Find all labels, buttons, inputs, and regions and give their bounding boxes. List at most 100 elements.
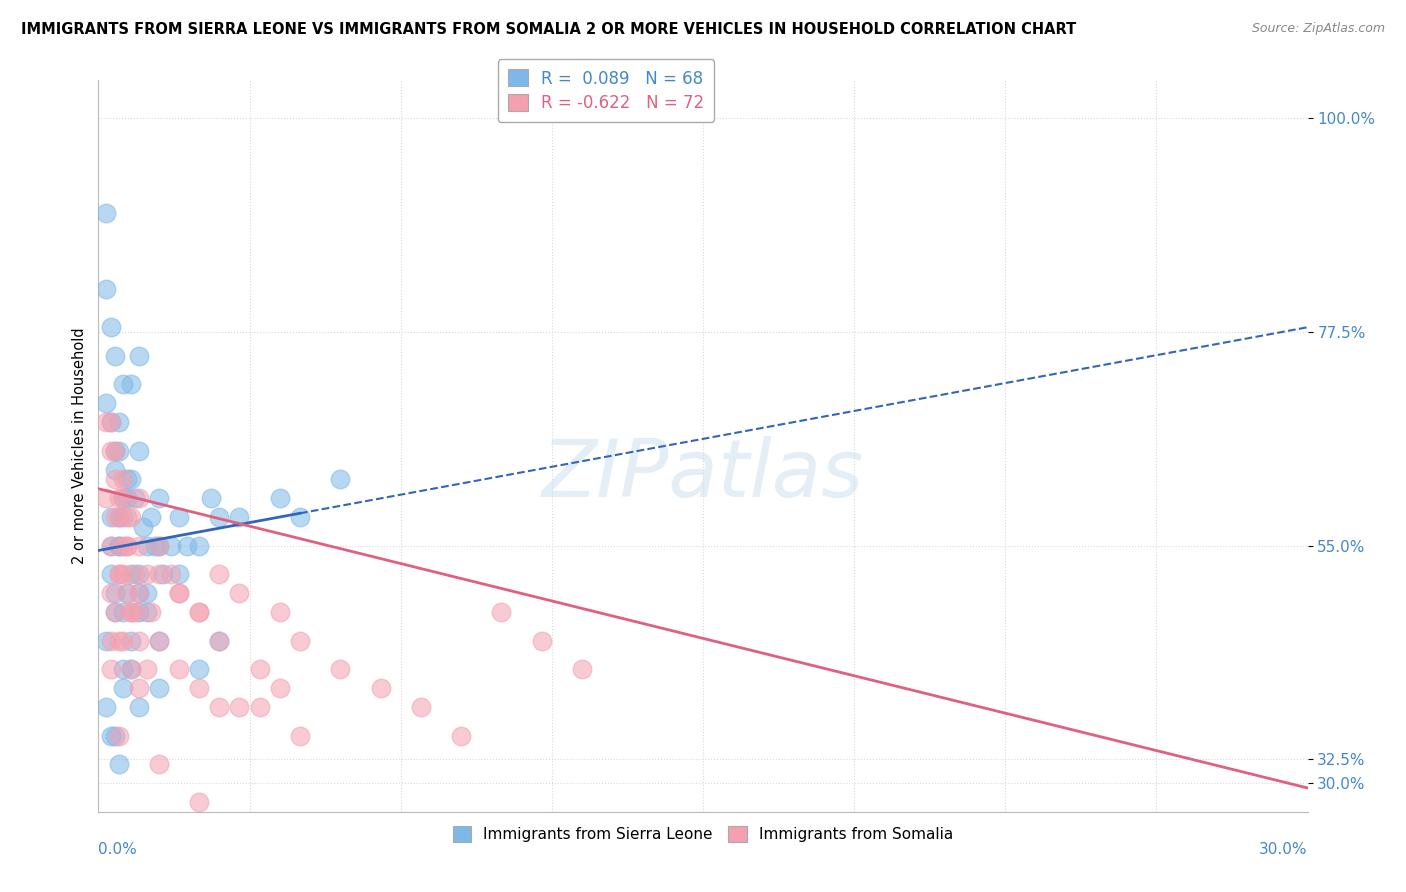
Point bbox=[103, 510, 125, 524]
Point bbox=[288, 729, 311, 743]
Point bbox=[135, 567, 157, 582]
Point bbox=[167, 586, 190, 600]
Point bbox=[103, 349, 125, 363]
Point bbox=[107, 633, 129, 648]
Point bbox=[288, 510, 311, 524]
Point bbox=[249, 662, 271, 676]
Point bbox=[571, 662, 593, 676]
Point bbox=[128, 567, 150, 582]
Point bbox=[167, 662, 190, 676]
Point bbox=[128, 586, 150, 600]
Point bbox=[111, 491, 134, 506]
Point bbox=[370, 681, 392, 696]
Point bbox=[103, 443, 125, 458]
Point bbox=[100, 415, 122, 429]
Point bbox=[491, 605, 513, 619]
Point bbox=[115, 539, 138, 553]
Point bbox=[128, 605, 150, 619]
Point bbox=[188, 662, 211, 676]
Point bbox=[124, 491, 146, 506]
Point bbox=[148, 491, 170, 506]
Point bbox=[152, 567, 174, 582]
Point bbox=[135, 586, 157, 600]
Point bbox=[143, 539, 166, 553]
Point bbox=[148, 539, 170, 553]
Point bbox=[103, 605, 125, 619]
Point bbox=[120, 662, 142, 676]
Point bbox=[135, 662, 157, 676]
Point bbox=[120, 377, 142, 392]
Point bbox=[103, 463, 125, 477]
Point bbox=[103, 605, 125, 619]
Point bbox=[167, 586, 190, 600]
Text: 0.0%: 0.0% bbox=[98, 842, 138, 857]
Point bbox=[120, 662, 142, 676]
Point bbox=[96, 491, 118, 506]
Point bbox=[103, 443, 125, 458]
Point bbox=[107, 415, 129, 429]
Point bbox=[111, 681, 134, 696]
Point bbox=[115, 472, 138, 486]
Point bbox=[128, 539, 150, 553]
Y-axis label: 2 or more Vehicles in Household: 2 or more Vehicles in Household bbox=[72, 327, 87, 565]
Point bbox=[100, 567, 122, 582]
Point bbox=[128, 349, 150, 363]
Point bbox=[128, 491, 150, 506]
Point bbox=[188, 539, 211, 553]
Point bbox=[329, 472, 352, 486]
Point bbox=[148, 567, 170, 582]
Point bbox=[96, 282, 118, 296]
Point bbox=[128, 681, 150, 696]
Point bbox=[100, 729, 122, 743]
Point bbox=[120, 510, 142, 524]
Point bbox=[148, 633, 170, 648]
Point bbox=[100, 539, 122, 553]
Text: ZIPatlas: ZIPatlas bbox=[541, 436, 865, 515]
Point bbox=[208, 510, 231, 524]
Point bbox=[111, 491, 134, 506]
Point bbox=[135, 539, 157, 553]
Point bbox=[107, 729, 129, 743]
Point bbox=[160, 567, 183, 582]
Point bbox=[100, 510, 122, 524]
Point bbox=[450, 729, 472, 743]
Point bbox=[111, 567, 134, 582]
Point bbox=[111, 510, 134, 524]
Point bbox=[167, 510, 190, 524]
Point bbox=[188, 795, 211, 809]
Point bbox=[329, 662, 352, 676]
Point bbox=[96, 206, 118, 220]
Point bbox=[208, 633, 231, 648]
Point bbox=[107, 510, 129, 524]
Point bbox=[148, 757, 170, 772]
Text: 30.0%: 30.0% bbox=[1260, 842, 1308, 857]
Point bbox=[103, 729, 125, 743]
Point bbox=[96, 700, 118, 714]
Point bbox=[249, 700, 271, 714]
Point bbox=[115, 586, 138, 600]
Text: IMMIGRANTS FROM SIERRA LEONE VS IMMIGRANTS FROM SOMALIA 2 OR MORE VEHICLES IN HO: IMMIGRANTS FROM SIERRA LEONE VS IMMIGRAN… bbox=[21, 22, 1077, 37]
Point bbox=[200, 491, 222, 506]
Point bbox=[228, 586, 250, 600]
Point bbox=[269, 605, 291, 619]
Point bbox=[100, 443, 122, 458]
Point bbox=[107, 539, 129, 553]
Point bbox=[139, 510, 162, 524]
Point bbox=[120, 567, 142, 582]
Point bbox=[103, 472, 125, 486]
Point bbox=[111, 539, 134, 553]
Point bbox=[103, 586, 125, 600]
Legend: Immigrants from Sierra Leone, Immigrants from Somalia: Immigrants from Sierra Leone, Immigrants… bbox=[447, 820, 959, 848]
Point bbox=[530, 633, 553, 648]
Point bbox=[100, 586, 122, 600]
Point bbox=[124, 567, 146, 582]
Point bbox=[148, 633, 170, 648]
Point bbox=[120, 633, 142, 648]
Point bbox=[100, 662, 122, 676]
Point bbox=[107, 567, 129, 582]
Point bbox=[139, 605, 162, 619]
Point bbox=[115, 586, 138, 600]
Point bbox=[228, 700, 250, 714]
Point bbox=[111, 633, 134, 648]
Point bbox=[288, 633, 311, 648]
